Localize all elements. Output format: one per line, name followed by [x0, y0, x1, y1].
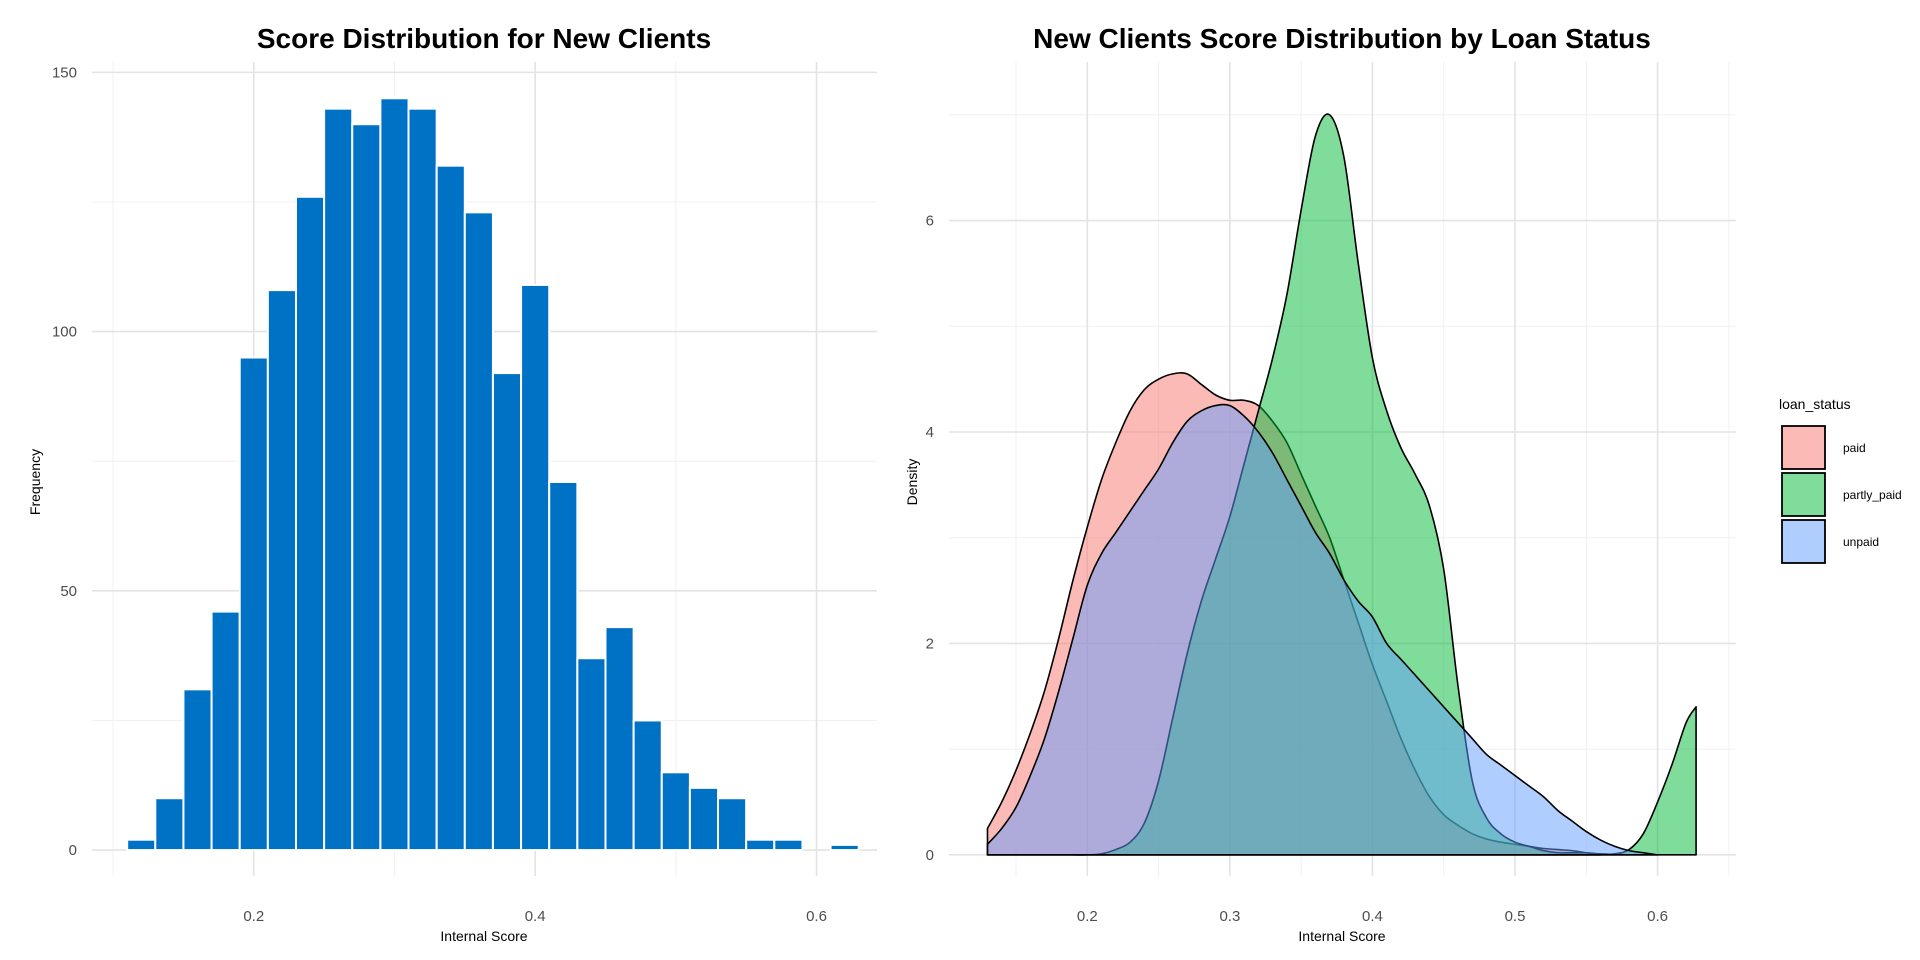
density-y-tick-label: 4: [926, 424, 934, 441]
histogram-bar: [548, 480, 579, 852]
density-x-tick-label: 0.3: [1219, 908, 1240, 925]
density-areas: [986, 113, 1697, 856]
histogram-x-tick-label: 0.6: [806, 908, 827, 925]
legend-label-partly-paid: partly_paid: [1843, 488, 1902, 502]
legend-label-unpaid: unpaid: [1843, 535, 1879, 549]
histogram-bar: [660, 771, 691, 852]
histogram-bar: [407, 107, 438, 852]
legend-swatch-partly-paid: [1781, 472, 1826, 517]
density-x-axis-label: Internal Score: [1298, 928, 1385, 944]
histogram-bar: [126, 838, 157, 852]
histogram-bar: [294, 195, 326, 852]
legend-swatch-paid: [1781, 425, 1826, 470]
density-area-unpaid: [986, 403, 1659, 856]
histogram-bars: [126, 97, 860, 852]
histogram-bar: [210, 610, 241, 852]
histogram-bar: [520, 283, 551, 852]
density-panel: 0.2 0.3 0.4 0.5 0.6 0 2 4 6 New Clients Score D…: [904, 23, 1736, 944]
histogram-x-tick-labels: 0.2 0.4 0.6: [243, 908, 827, 925]
density-x-tick-labels: 0.2 0.3 0.4 0.5 0.6: [1077, 908, 1668, 925]
histogram-bar: [379, 97, 410, 852]
legend-title: loan_status: [1779, 396, 1851, 412]
density-y-tick-label: 0: [926, 847, 934, 864]
histogram-bar: [463, 211, 494, 852]
histogram-title: Score Distribution for New Clients: [257, 23, 711, 54]
histogram-bar: [323, 107, 354, 852]
density-y-tick-label: 2: [926, 635, 934, 652]
histogram-bar: [182, 688, 213, 852]
histogram-bar: [266, 289, 297, 852]
histogram-bar: [632, 719, 663, 852]
histogram-x-tick-label: 0.4: [525, 908, 546, 925]
histogram-y-axis-label: Frequency: [27, 449, 43, 515]
histogram-bar: [745, 838, 776, 852]
density-x-tick-label: 0.4: [1362, 908, 1383, 925]
histogram-x-tick-label: 0.2: [243, 908, 264, 925]
histogram-y-tick-label: 150: [52, 64, 77, 81]
histogram-bar: [688, 786, 720, 852]
histogram-bar: [238, 356, 269, 852]
histogram-bar: [491, 372, 523, 852]
density-y-tick-labels: 0 2 4 6: [926, 213, 934, 864]
histogram-bar: [829, 843, 860, 852]
histogram-y-tick-label: 0: [69, 842, 77, 859]
density-x-tick-label: 0.5: [1505, 908, 1526, 925]
histogram-y-tick-label: 50: [60, 583, 77, 600]
histogram-bar: [576, 657, 607, 852]
histogram-bar: [154, 797, 185, 852]
density-x-tick-label: 0.6: [1647, 908, 1668, 925]
histogram-x-axis-label: Internal Score: [440, 928, 527, 944]
density-y-tick-label: 6: [926, 213, 934, 230]
histogram-bar: [435, 164, 466, 852]
histogram-bar: [773, 838, 804, 852]
density-y-axis-label: Density: [904, 459, 920, 506]
histogram-bar: [717, 797, 748, 852]
legend-label-paid: paid: [1843, 441, 1866, 455]
histogram-y-tick-labels: 0 50 100 150: [52, 64, 77, 859]
histogram-y-tick-label: 100: [52, 324, 77, 341]
legend-swatch-unpaid: [1781, 519, 1826, 564]
density-x-tick-label: 0.2: [1077, 908, 1098, 925]
density-title: New Clients Score Distribution by Loan S…: [1033, 23, 1651, 54]
histogram-bar: [351, 123, 382, 852]
histogram-panel: 0.2 0.4 0.6 0 50 100 150 Score Distribution f…: [27, 23, 877, 944]
histogram-bar: [604, 626, 635, 852]
